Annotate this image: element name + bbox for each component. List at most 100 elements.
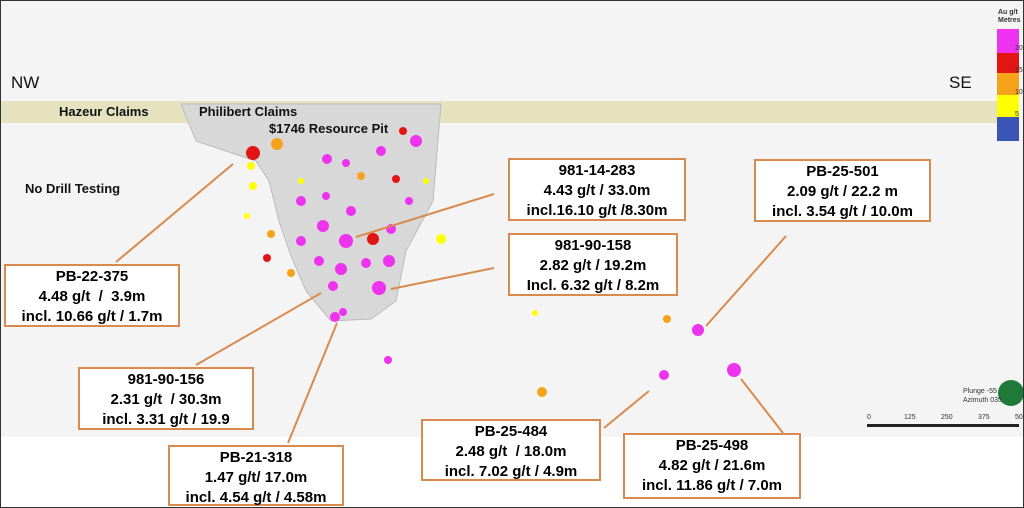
scale-tick: 500 (1015, 414, 1023, 421)
leader-line (195, 292, 322, 366)
drill-intercept (330, 312, 340, 322)
drill-intercept (372, 281, 386, 295)
drill-intercept (537, 387, 547, 397)
leader-line (390, 267, 495, 290)
drill-intercept (298, 178, 304, 184)
intercept-text: incl. 11.86 g/t / 7.0m (641, 477, 783, 494)
callout-box: PB-21-318 1.47 g/t/ 17.0m incl. 4.54 g/t /… (168, 445, 344, 506)
claim-label: Philibert Claims (199, 104, 298, 119)
drill-intercept (346, 206, 356, 216)
callout-box: PB-25-501 2.09 g/t / 22.2 m incl. 3.54 g/t… (754, 159, 931, 222)
intercept-text: incl. 3.54 g/t / 10.0m (772, 203, 913, 220)
leader-line (705, 235, 787, 327)
intercept-text: incl. 10.66 g/t / 1.7m (21, 308, 163, 325)
drill-intercept (339, 308, 347, 316)
legend-tick: 5 (1015, 111, 1019, 118)
claim-label: Hazeur Claims (59, 104, 149, 119)
drill-intercept (392, 175, 400, 183)
hole-id: 981-90-158 (554, 237, 632, 254)
plunge-label: Plunge -55 (963, 388, 997, 395)
intercept-text: 2.48 g/t / 18.0m (455, 443, 567, 460)
leader-line (603, 390, 650, 429)
drill-intercept (436, 234, 446, 244)
intercept-text: 4.48 g/t / 3.9m (38, 288, 146, 305)
drill-intercept (692, 324, 704, 336)
callout-box: 981-14-283 4.43 g/t / 33.0m incl.16.10 g/t… (508, 158, 686, 221)
drill-intercept (247, 162, 255, 170)
hole-id: PB-22-375 (55, 268, 129, 285)
hole-id: PB-21-318 (219, 449, 293, 466)
drill-intercept (532, 310, 538, 316)
drill-intercept (322, 192, 330, 200)
direction-label: SE (949, 73, 972, 92)
drill-intercept (296, 236, 306, 246)
drill-intercept (367, 233, 379, 245)
drill-intercept (287, 269, 295, 277)
pit-label: $1746 Resource Pit (269, 121, 389, 136)
legend-tick: 15 (1015, 67, 1023, 74)
direction-label: NW (11, 73, 40, 92)
leader-line (287, 322, 338, 444)
note-label: No Drill Testing (25, 181, 121, 196)
azimuth-label: Azimuth 035 (963, 397, 1002, 404)
drill-intercept (246, 146, 260, 160)
leader-line (115, 163, 234, 263)
legend-tick: 10 (1015, 89, 1023, 96)
callout-box: PB-25-484 2.48 g/t / 18.0m incl. 7.02 g/t … (421, 419, 601, 481)
drill-intercept (405, 197, 413, 205)
leader-line (740, 378, 784, 434)
drill-intercept (335, 263, 347, 275)
drill-intercept (361, 258, 371, 268)
drill-intercept (659, 370, 669, 380)
drill-intercept (249, 182, 257, 190)
hole-id: 981-90-156 (127, 371, 205, 388)
drill-intercept (727, 363, 741, 377)
intercept-text: incl. 7.02 g/t / 4.9m (444, 463, 578, 480)
scale-tick: 0 (867, 414, 871, 421)
callout-box: PB-22-375 4.48 g/t / 3.9m incl. 10.66 g/t … (4, 264, 180, 327)
intercept-text: 1.47 g/t/ 17.0m (204, 469, 308, 486)
scale-tick: 125 (904, 414, 916, 421)
callout-box: 981-90-156 2.31 g/t / 30.3m incl. 3.31 g/t… (78, 367, 254, 430)
scale-tick: 375 (978, 414, 990, 421)
claim-band (1, 101, 1001, 123)
legend-bar (997, 29, 1019, 53)
drill-intercept (663, 315, 671, 323)
resource-pit (180, 103, 442, 322)
leader-line (355, 193, 495, 238)
drill-intercept (271, 138, 283, 150)
intercept-text: 2.82 g/t / 19.2m (539, 257, 647, 274)
intercept-text: incl.16.10 g/t /8.30m (526, 202, 668, 219)
drill-intercept (263, 254, 271, 262)
legend-subtitle: Metres (998, 17, 1021, 24)
drill-intercept (357, 172, 365, 180)
drill-intercept (328, 281, 338, 291)
drill-intercept (383, 255, 395, 267)
intercept-text: 2.31 g/t / 30.3m (110, 391, 222, 408)
hole-id: 981-14-283 (558, 162, 636, 179)
hole-id: PB-25-501 (806, 163, 879, 180)
intercept-text: Incl. 6.32 g/t / 8.2m (526, 277, 660, 294)
orientation-sphere (998, 380, 1023, 406)
drill-intercept (296, 196, 306, 206)
drill-intercept (244, 213, 250, 219)
drill-intercept (423, 178, 429, 184)
scale-bar (867, 424, 1019, 427)
drill-intercept (376, 146, 386, 156)
intercept-text: incl. 4.54 g/t / 4.58m (185, 489, 327, 506)
drill-intercept (342, 159, 350, 167)
drill-intercept (399, 127, 407, 135)
drill-intercept (314, 256, 324, 266)
hole-id: PB-25-484 (474, 423, 548, 440)
intercept-text: 4.43 g/t / 33.0m (543, 182, 651, 199)
scale-tick: 250 (941, 414, 953, 421)
intercept-text: incl. 3.31 g/t / 19.9 (102, 411, 230, 428)
legend-title: Au g/t (998, 9, 1018, 16)
intercept-text: 4.82 g/t / 21.6m (658, 457, 766, 474)
callout-box: PB-25-498 4.82 g/t / 21.6m incl. 11.86 g/t… (623, 433, 801, 499)
drill-intercept (339, 234, 353, 248)
legend-tick: 20 (1015, 45, 1023, 52)
drill-intercept (317, 220, 329, 232)
drill-intercept (384, 356, 392, 364)
